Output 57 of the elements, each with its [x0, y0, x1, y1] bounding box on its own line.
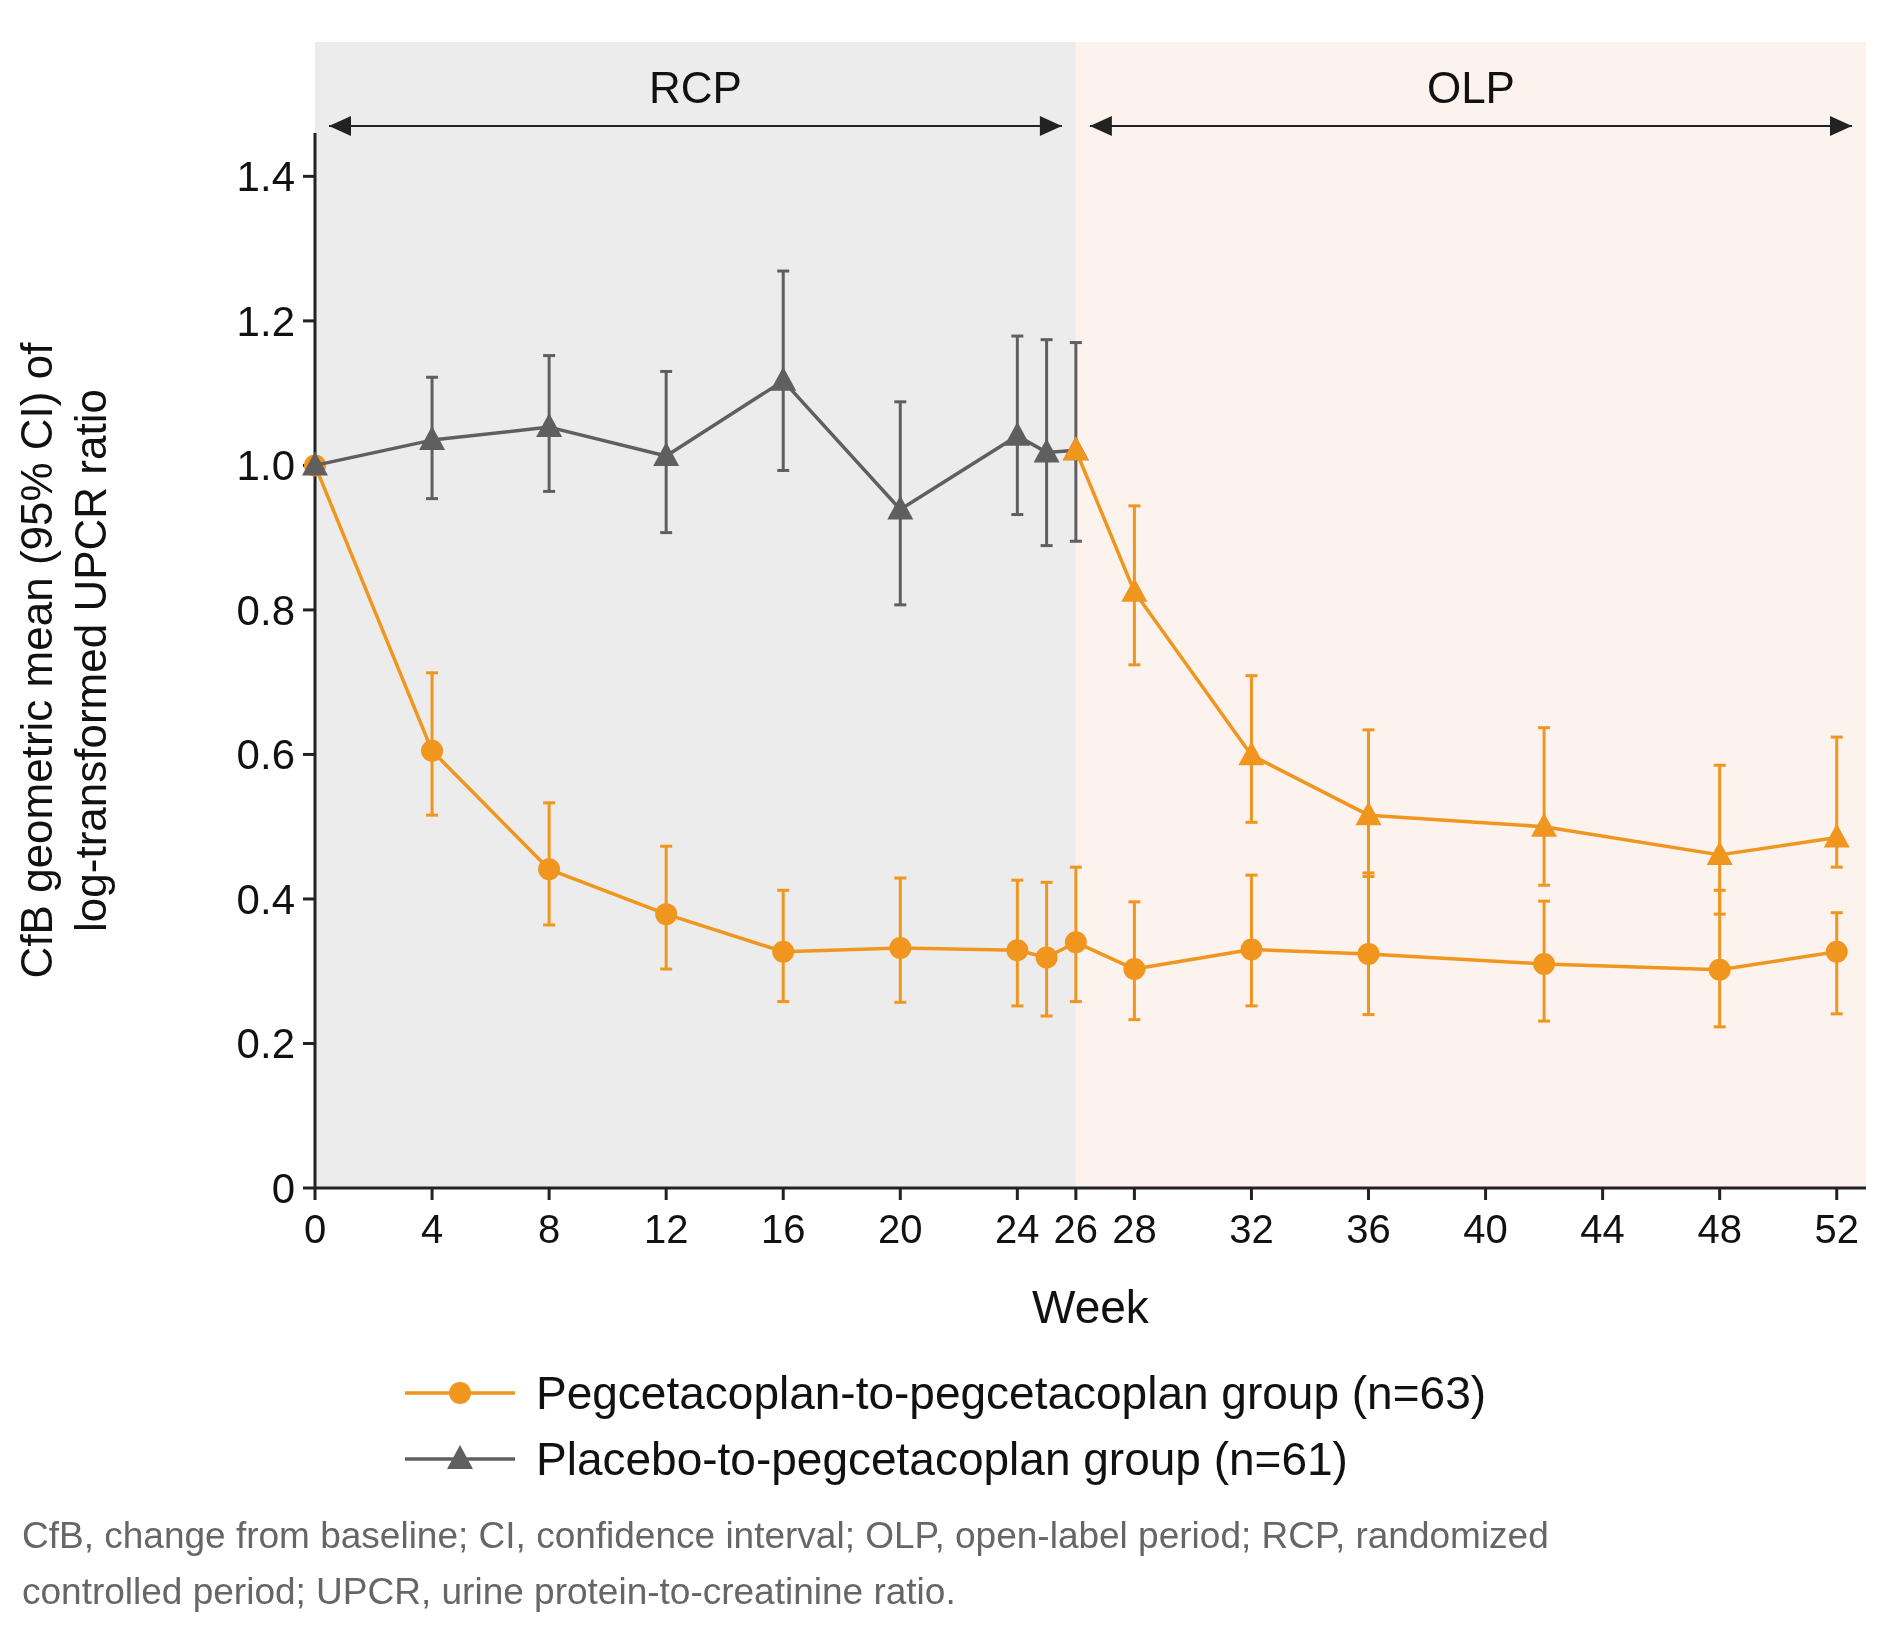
point: [1355, 801, 1382, 826]
x-axis-title: Week: [1032, 1281, 1150, 1333]
point: [1823, 823, 1850, 848]
y-tick-label: 0: [271, 1164, 295, 1212]
x-tick-label: 28: [1112, 1207, 1157, 1251]
point: [1706, 840, 1733, 865]
y-tick-label: 1.4: [236, 153, 295, 201]
x-tick-label: 36: [1346, 1207, 1391, 1251]
point: [1357, 942, 1380, 965]
y-tick-label: 1.0: [236, 442, 295, 490]
point: [887, 495, 914, 520]
point: [1006, 939, 1029, 962]
x-tick-label: 40: [1463, 1207, 1508, 1251]
x-tick-label: 0: [303, 1207, 327, 1251]
point: [538, 858, 561, 881]
point: [1121, 577, 1148, 602]
band-label: OLP: [1426, 63, 1515, 112]
point: [1708, 958, 1731, 981]
text: CfB, change from baseline; CI, confidence interval; OLP, open-label period; RCP, randomized controlled period; UPCR, urine protein-to-creatinine ratio.: [22, 1515, 1549, 1612]
x-tick-label: 8: [537, 1207, 561, 1251]
x-tick-label: 16: [760, 1207, 806, 1251]
y-tick-label: 0.2: [236, 1020, 295, 1068]
y-tick-label: 1.2: [236, 297, 295, 345]
x-tick-label: 20: [878, 1207, 923, 1251]
point: [770, 366, 797, 391]
point: [536, 413, 563, 438]
point: [419, 426, 446, 451]
x-tick-label: 4: [420, 1207, 444, 1251]
point: [1033, 438, 1060, 463]
legend-label: Pegcetacoplan-to-pegcetacoplan group (n=63): [536, 1367, 1487, 1420]
point: [1123, 958, 1146, 981]
point: [1825, 940, 1848, 963]
point: [653, 442, 680, 466]
x-tick-label: 12: [643, 1207, 689, 1251]
point: [1064, 931, 1087, 954]
y-tick-label: 0.4: [236, 875, 295, 923]
x-tick-label: 32: [1229, 1207, 1274, 1251]
point: [1035, 946, 1058, 969]
y-tick-label: 0.8: [236, 586, 295, 634]
legend-label: Placebo-to-pegcetacoplan group (n=61): [536, 1433, 1348, 1486]
x-tick-label: 52: [1814, 1207, 1859, 1251]
band-label: RCP: [648, 63, 742, 112]
x-tick-label: 44: [1580, 1207, 1625, 1251]
y-tick-label: 0.6: [236, 731, 295, 779]
y-axis-title: CfB geometric mean (95% CI) of log-transformed UPCR ratio: [12, 341, 115, 979]
point: [421, 739, 444, 762]
x-tick-label: 48: [1697, 1207, 1742, 1251]
point: [655, 903, 678, 926]
point: [1531, 812, 1558, 837]
point: [1533, 952, 1556, 975]
point: [889, 937, 912, 960]
point: [772, 940, 795, 963]
point: [1004, 421, 1031, 446]
x-tick-label: 24: [995, 1207, 1040, 1251]
x-tick-label: 26: [1053, 1207, 1099, 1251]
point: [1240, 938, 1263, 961]
point: [1238, 741, 1265, 766]
